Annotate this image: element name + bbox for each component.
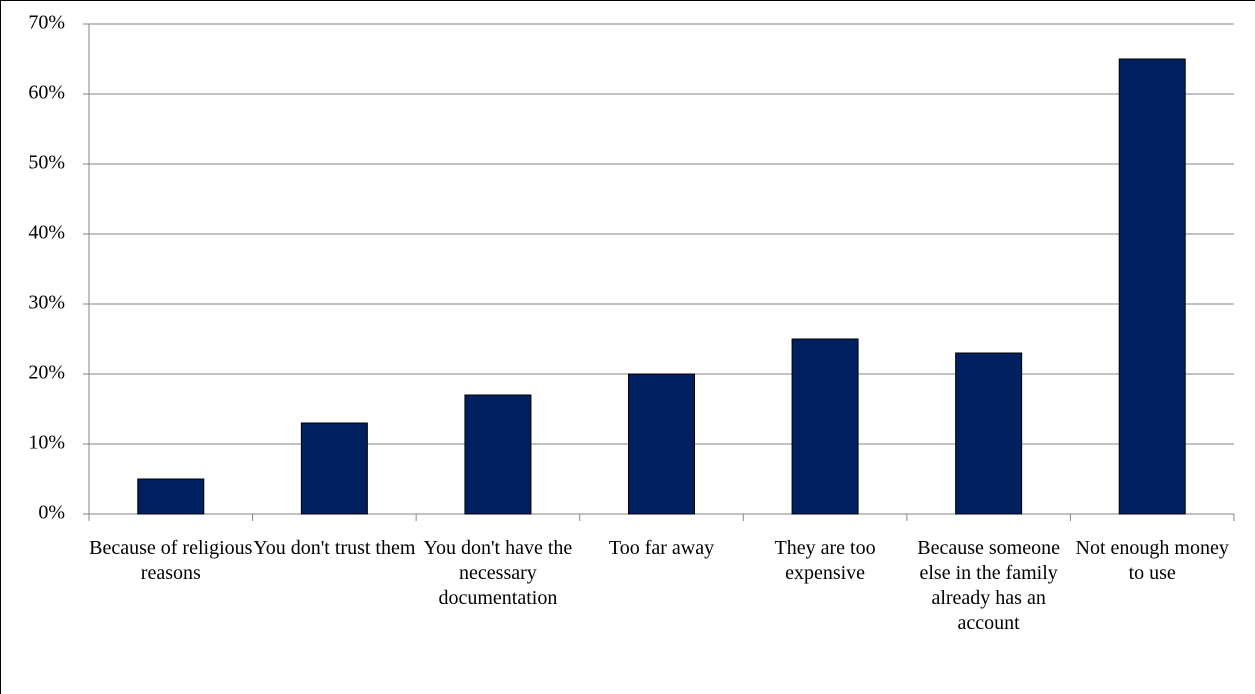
y-tick-label: 0%	[38, 502, 65, 524]
bar	[300, 422, 368, 515]
bar	[137, 478, 205, 515]
bar	[1118, 58, 1186, 515]
x-tick-label: You don't trust them	[253, 537, 416, 559]
x-tick-label: Not enough money to use	[1075, 537, 1229, 584]
bar	[791, 338, 859, 515]
x-tick-label: Too far away	[608, 537, 715, 559]
x-tick-label: You don't have the necessary documentati…	[423, 537, 573, 609]
y-tick-label: 30%	[28, 292, 65, 314]
y-tick-label: 40%	[28, 222, 65, 244]
x-tick-label: Because someone else in the family alrea…	[917, 537, 1060, 634]
x-tick-label: They are too expensive	[774, 537, 876, 584]
bar	[464, 394, 532, 515]
x-tick-label: Because of religious reasons	[89, 537, 253, 584]
y-tick-label: 60%	[28, 82, 65, 104]
bar	[955, 352, 1023, 515]
bar	[628, 373, 695, 515]
y-tick-label: 10%	[28, 432, 65, 454]
y-tick-label: 70%	[28, 12, 65, 34]
y-tick-label: 50%	[28, 152, 65, 174]
y-tick-label: 20%	[28, 362, 65, 384]
